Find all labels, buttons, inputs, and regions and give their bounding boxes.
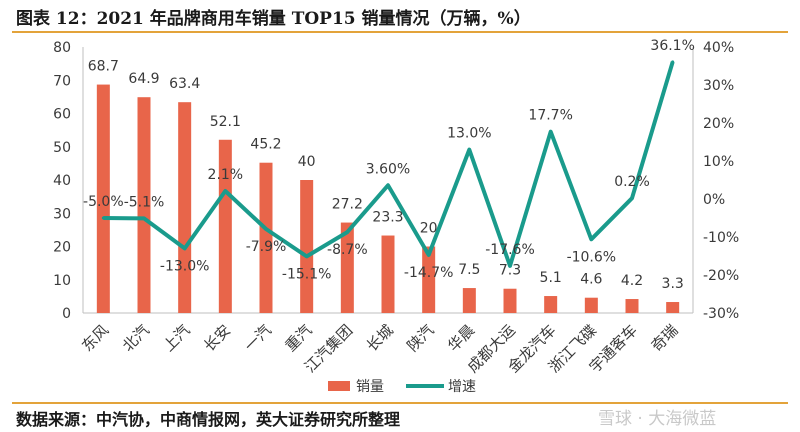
category-tick-label: 上汽 xyxy=(160,321,194,355)
watermark: 雪球 · 大海微蓝 xyxy=(598,409,717,429)
category-tick-label: 长安 xyxy=(200,321,234,355)
growth-point xyxy=(142,216,146,220)
sales-bar xyxy=(259,162,273,313)
growth-point xyxy=(427,253,431,257)
legend-line-label: 增速 xyxy=(448,379,476,395)
legend-bar-label: 销量 xyxy=(356,379,384,395)
growth-value-label: 2.1% xyxy=(208,167,244,183)
growth-point xyxy=(671,60,675,64)
right-tick-label: -10% xyxy=(703,230,739,246)
left-tick-label: 30 xyxy=(53,206,71,222)
growth-point xyxy=(223,189,227,193)
source-rule xyxy=(12,402,788,404)
sales-value-label: 40 xyxy=(298,154,316,170)
left-tick-label: 70 xyxy=(53,73,71,89)
sales-bar xyxy=(300,180,314,313)
category-tick-label: 北汽 xyxy=(119,321,153,355)
growth-point xyxy=(589,237,593,241)
sales-value-label: 68.7 xyxy=(88,59,119,75)
growth-point xyxy=(630,196,634,200)
left-tick-label: 50 xyxy=(53,140,71,156)
growth-value-label: -5.1% xyxy=(124,194,165,210)
sales-value-label: 52.1 xyxy=(210,114,241,130)
left-tick-label: 60 xyxy=(53,107,71,123)
sales-value-label: 23.3 xyxy=(372,210,403,226)
left-tick-label: 0 xyxy=(62,306,71,322)
growth-point xyxy=(345,230,349,234)
right-tick-label: 0% xyxy=(703,192,725,208)
sales-bar xyxy=(96,84,110,313)
title-rule xyxy=(12,31,788,33)
growth-point xyxy=(305,254,309,258)
right-tick-label: -20% xyxy=(703,268,739,284)
sales-bar xyxy=(381,235,395,313)
sales-value-label: 3.3 xyxy=(662,276,684,292)
sales-bar xyxy=(584,297,598,313)
left-tick-label: 40 xyxy=(53,173,71,189)
sales-bar xyxy=(422,246,436,313)
sales-growth-chart: 0 10 20 30 40 50 60 70 80 -30% -20% -10% 0% 10% 20% 30%… xyxy=(53,38,739,395)
growth-value-label: -13.0% xyxy=(160,258,210,274)
growth-point xyxy=(549,130,553,134)
growth-point xyxy=(101,216,105,220)
sales-value-label: 4.6 xyxy=(580,272,602,288)
growth-point xyxy=(467,148,471,152)
category-tick-label: 重汽 xyxy=(282,321,316,355)
category-tick-label: 一汽 xyxy=(241,321,275,355)
left-tick-label: 10 xyxy=(53,273,71,289)
sales-value-label: 7.5 xyxy=(458,262,480,278)
growth-point xyxy=(183,246,187,250)
growth-point xyxy=(264,227,268,231)
category-tick-label: 华晨 xyxy=(444,321,478,355)
sales-value-label: 7.3 xyxy=(499,263,521,279)
right-tick-label: -30% xyxy=(703,306,739,322)
growth-value-label: 17.7% xyxy=(528,108,572,124)
sales-bar xyxy=(462,288,476,313)
right-tick-label: 40% xyxy=(703,40,734,56)
growth-point xyxy=(508,264,512,268)
growth-value-label: -7.9% xyxy=(246,239,287,255)
sales-value-label: 5.1 xyxy=(540,270,562,286)
category-tick-label: 长城 xyxy=(363,321,397,355)
sales-value-label: 4.2 xyxy=(621,273,643,289)
category-tick-label: 奇瑞 xyxy=(648,321,682,355)
legend-bar-swatch xyxy=(328,381,350,391)
growth-value-label: 3.60% xyxy=(366,161,410,177)
growth-point xyxy=(386,183,390,187)
sales-bar xyxy=(666,302,680,313)
growth-value-label: -14.7% xyxy=(404,265,454,281)
sales-bar xyxy=(625,299,639,313)
growth-value-label: 13.0% xyxy=(447,126,491,142)
growth-value-label: -17.6% xyxy=(485,242,535,258)
sales-bar xyxy=(544,296,558,313)
sales-value-label: 63.4 xyxy=(169,76,200,92)
growth-value-label: -8.7% xyxy=(327,242,368,258)
sales-value-label: 20 xyxy=(420,221,438,237)
sales-value-label: 27.2 xyxy=(332,197,363,213)
growth-value-label: -5.0% xyxy=(83,194,124,210)
sales-bar xyxy=(340,222,354,313)
right-tick-label: 30% xyxy=(703,78,734,94)
growth-value-label: -10.6% xyxy=(567,249,617,265)
sales-bar xyxy=(503,288,517,313)
category-tick-label: 陕汽 xyxy=(404,321,438,355)
category-tick-label: 东风 xyxy=(78,321,112,355)
sales-bar xyxy=(137,97,151,314)
growth-value-label: -15.1% xyxy=(282,266,332,282)
chart-title: 图表 12：2021 年品牌商用车销量 TOP15 销量情况（万辆，%） xyxy=(16,9,531,29)
sales-value-label: 45.2 xyxy=(250,137,281,153)
growth-value-label: 36.1% xyxy=(650,38,694,54)
growth-value-label: 0.2% xyxy=(614,174,650,190)
sales-bar xyxy=(178,102,192,313)
sales-bar xyxy=(218,139,232,313)
left-tick-label: 80 xyxy=(53,40,71,56)
left-tick-label: 20 xyxy=(53,240,71,256)
right-tick-label: 20% xyxy=(703,116,734,132)
right-tick-label: 10% xyxy=(703,154,734,170)
data-source: 数据来源：中汽协，中商情报网，英大证券研究所整理 xyxy=(16,410,401,429)
sales-value-label: 64.9 xyxy=(128,71,159,87)
